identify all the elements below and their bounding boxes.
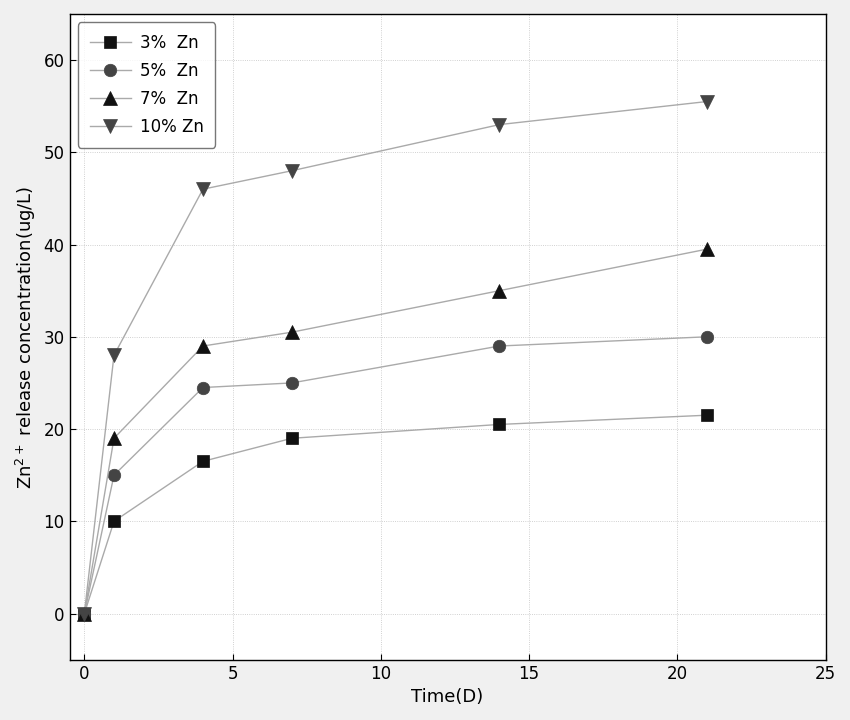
X-axis label: Time(D): Time(D) <box>411 688 484 706</box>
3%  Zn <box>198 457 208 466</box>
Y-axis label: Zn$^{2+}$ release concentration(ug/L): Zn$^{2+}$ release concentration(ug/L) <box>14 185 38 488</box>
Line: 5%  Zn: 5% Zn <box>78 330 713 620</box>
10% Zn <box>495 120 505 129</box>
5%  Zn <box>286 379 297 387</box>
Line: 7%  Zn: 7% Zn <box>77 242 714 621</box>
7%  Zn <box>702 245 712 253</box>
10% Zn <box>109 351 119 359</box>
5%  Zn <box>109 471 119 480</box>
7%  Zn <box>79 609 89 618</box>
7%  Zn <box>286 328 297 336</box>
Legend: 3%  Zn, 5%  Zn, 7%  Zn, 10% Zn: 3% Zn, 5% Zn, 7% Zn, 10% Zn <box>78 22 215 148</box>
7%  Zn <box>109 434 119 443</box>
5%  Zn <box>495 342 505 351</box>
10% Zn <box>286 166 297 175</box>
5%  Zn <box>702 333 712 341</box>
3%  Zn <box>286 434 297 443</box>
10% Zn <box>79 609 89 618</box>
3%  Zn <box>495 420 505 428</box>
3%  Zn <box>109 517 119 526</box>
7%  Zn <box>198 342 208 351</box>
5%  Zn <box>79 609 89 618</box>
7%  Zn <box>495 287 505 295</box>
10% Zn <box>702 97 712 106</box>
3%  Zn <box>79 609 89 618</box>
3%  Zn <box>702 411 712 420</box>
5%  Zn <box>198 383 208 392</box>
Line: 10% Zn: 10% Zn <box>77 94 714 621</box>
10% Zn <box>198 185 208 194</box>
Line: 3%  Zn: 3% Zn <box>78 409 713 620</box>
